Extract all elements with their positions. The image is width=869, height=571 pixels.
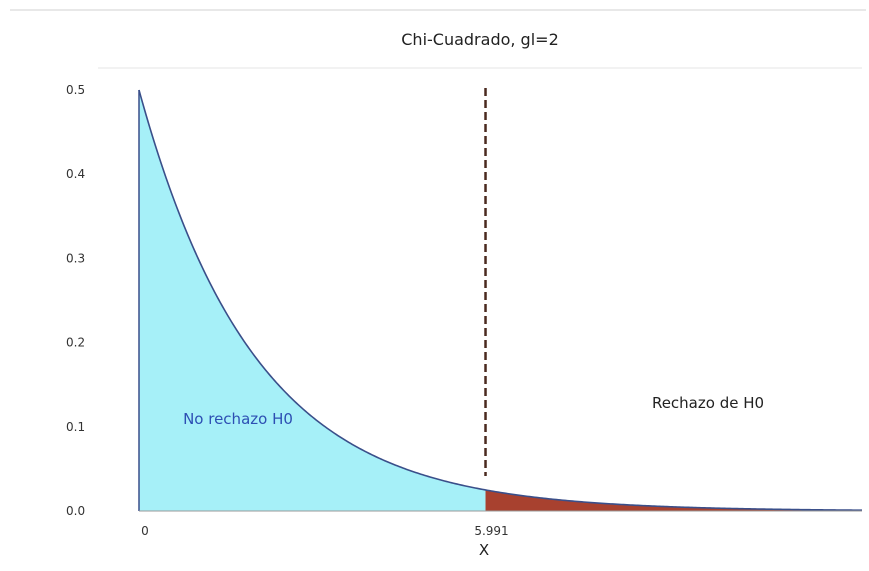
x-tick-label: 0 bbox=[141, 524, 149, 538]
x-axis-label: X bbox=[479, 541, 489, 559]
y-tick-label: 0.2 bbox=[66, 336, 85, 350]
no-reject-area bbox=[139, 90, 486, 511]
reject-region-label: Rechazo de H0 bbox=[652, 394, 764, 412]
chart-title: Chi-Cuadrado, gl=2 bbox=[401, 30, 559, 49]
density-areas bbox=[139, 90, 862, 511]
y-tick-label: 0.3 bbox=[66, 251, 85, 265]
y-tick-label: 0.5 bbox=[66, 83, 85, 97]
y-axis: 0.0 0.1 0.2 0.3 0.4 0.5 bbox=[66, 83, 85, 518]
no-reject-region-label: No rechazo H0 bbox=[183, 410, 293, 428]
y-tick-label: 0.1 bbox=[66, 420, 85, 434]
reject-area bbox=[485, 489, 862, 511]
alpha-label: 0.05 bbox=[698, 482, 729, 498]
density-curve-layer bbox=[138, 89, 863, 511]
x-tick-label: 5.991 bbox=[474, 524, 508, 538]
density-curve bbox=[138, 89, 863, 511]
y-tick-label: 0.0 bbox=[66, 504, 85, 518]
y-tick-label: 0.4 bbox=[66, 167, 85, 181]
x-axis: 0 5.991 bbox=[139, 510, 862, 538]
